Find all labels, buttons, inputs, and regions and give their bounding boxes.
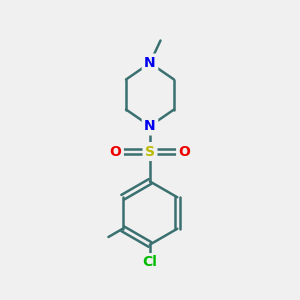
Text: Cl: Cl — [142, 256, 158, 269]
Text: O: O — [110, 145, 122, 158]
Text: O: O — [178, 145, 190, 158]
Text: S: S — [145, 145, 155, 158]
Text: N: N — [144, 119, 156, 133]
Text: N: N — [144, 56, 156, 70]
